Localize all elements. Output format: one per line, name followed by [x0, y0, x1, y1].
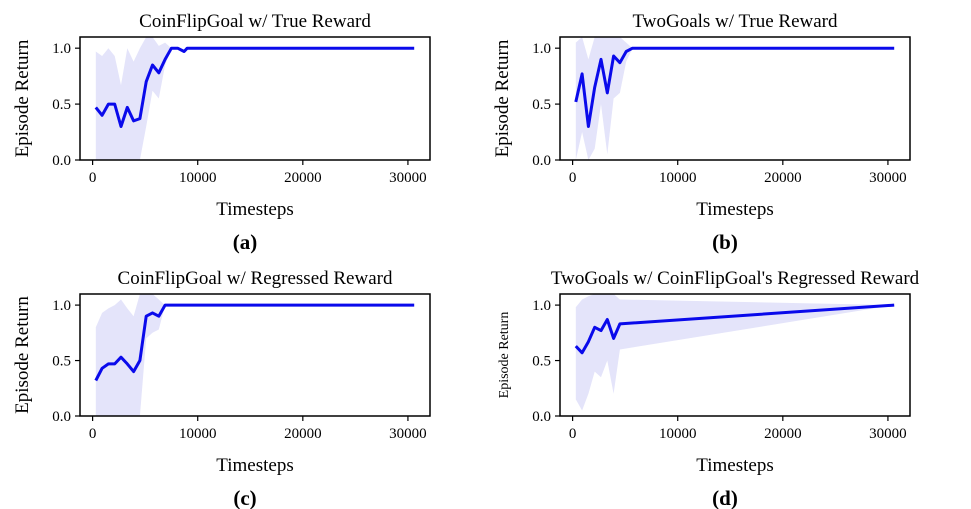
confidence-band: [95, 37, 415, 160]
y-tick-label: 0.5: [532, 97, 551, 113]
x-axis-label: Timesteps: [696, 199, 773, 220]
y-tick-label: 0.5: [532, 354, 551, 370]
y-axis-label: Episode Return: [12, 296, 33, 414]
x-tick-label: 20000: [284, 426, 322, 442]
confidence-band: [95, 294, 415, 416]
y-axis-label: Episode Return: [492, 39, 513, 157]
y-tick-label: 0.0: [52, 409, 71, 425]
panel-label: (c): [233, 486, 256, 509]
x-tick-label: 30000: [389, 426, 427, 442]
x-tick-label: 10000: [659, 170, 697, 186]
y-axis-label: Episode Return: [12, 39, 33, 157]
series-line: [574, 46, 895, 128]
y-tick-label: 1.0: [532, 298, 551, 314]
y-tick-label: 0.0: [52, 153, 71, 169]
x-tick-label: 0: [89, 170, 97, 186]
chart-title: CoinFlipGoal w/ True Reward: [139, 11, 371, 32]
chart-title: TwoGoals w/ True Reward: [632, 11, 838, 32]
series-line: [94, 303, 415, 382]
plot-frame: [559, 36, 911, 161]
panel-label: (a): [233, 230, 258, 254]
chart-panel-1: 0 10000 20000 30000 0.0 0.5 1.0 CoinFlipGoal w/…: [12, 11, 431, 254]
y-axis-label: Episode Return: [497, 312, 512, 399]
confidence-band: [575, 37, 895, 160]
confidence-band: [575, 294, 895, 411]
plot-frame: [79, 36, 431, 161]
x-tick-label: 10000: [179, 426, 217, 442]
x-axis-label: Timesteps: [216, 199, 293, 220]
y-tick-label: 1.0: [52, 41, 71, 57]
x-axis-label: Timesteps: [216, 455, 293, 476]
x-tick-label: 0: [569, 426, 577, 442]
x-tick-label: 20000: [764, 426, 802, 442]
x-tick-label: 30000: [389, 170, 427, 186]
series-line: [574, 303, 895, 355]
panel-label: (b): [712, 230, 738, 254]
y-tick-label: 0.5: [52, 97, 71, 113]
x-tick-label: 20000: [764, 170, 802, 186]
y-tick-label: 1.0: [532, 41, 551, 57]
x-tick-label: 10000: [179, 170, 217, 186]
y-tick-label: 0.0: [532, 409, 551, 425]
x-tick-label: 10000: [659, 426, 697, 442]
chart-panel-3: 0 10000 20000 30000 0.0 0.5 1.0 CoinFlipGoal w/…: [12, 268, 431, 509]
x-tick-label: 0: [569, 170, 577, 186]
chart-title: CoinFlipGoal w/ Regressed Reward: [118, 268, 393, 289]
x-tick-label: 20000: [284, 170, 322, 186]
plot-frame: [559, 293, 911, 417]
x-tick-label: 30000: [869, 170, 907, 186]
x-tick-label: 0: [89, 426, 97, 442]
y-tick-label: 0.5: [52, 354, 71, 370]
y-tick-label: 1.0: [52, 298, 71, 314]
series-line: [94, 46, 415, 128]
plot-frame: [79, 293, 431, 417]
chart-title: TwoGoals w/ CoinFlipGoal's Regressed Rew…: [551, 268, 920, 289]
panel-label: (d): [712, 486, 738, 509]
y-tick-label: 0.0: [532, 153, 551, 169]
x-tick-label: 30000: [869, 426, 907, 442]
chart-panel-2: 0 10000 20000 30000 0.0 0.5 1.0 TwoGoals w/ Tru…: [492, 11, 911, 254]
x-axis-label: Timesteps: [696, 455, 773, 476]
